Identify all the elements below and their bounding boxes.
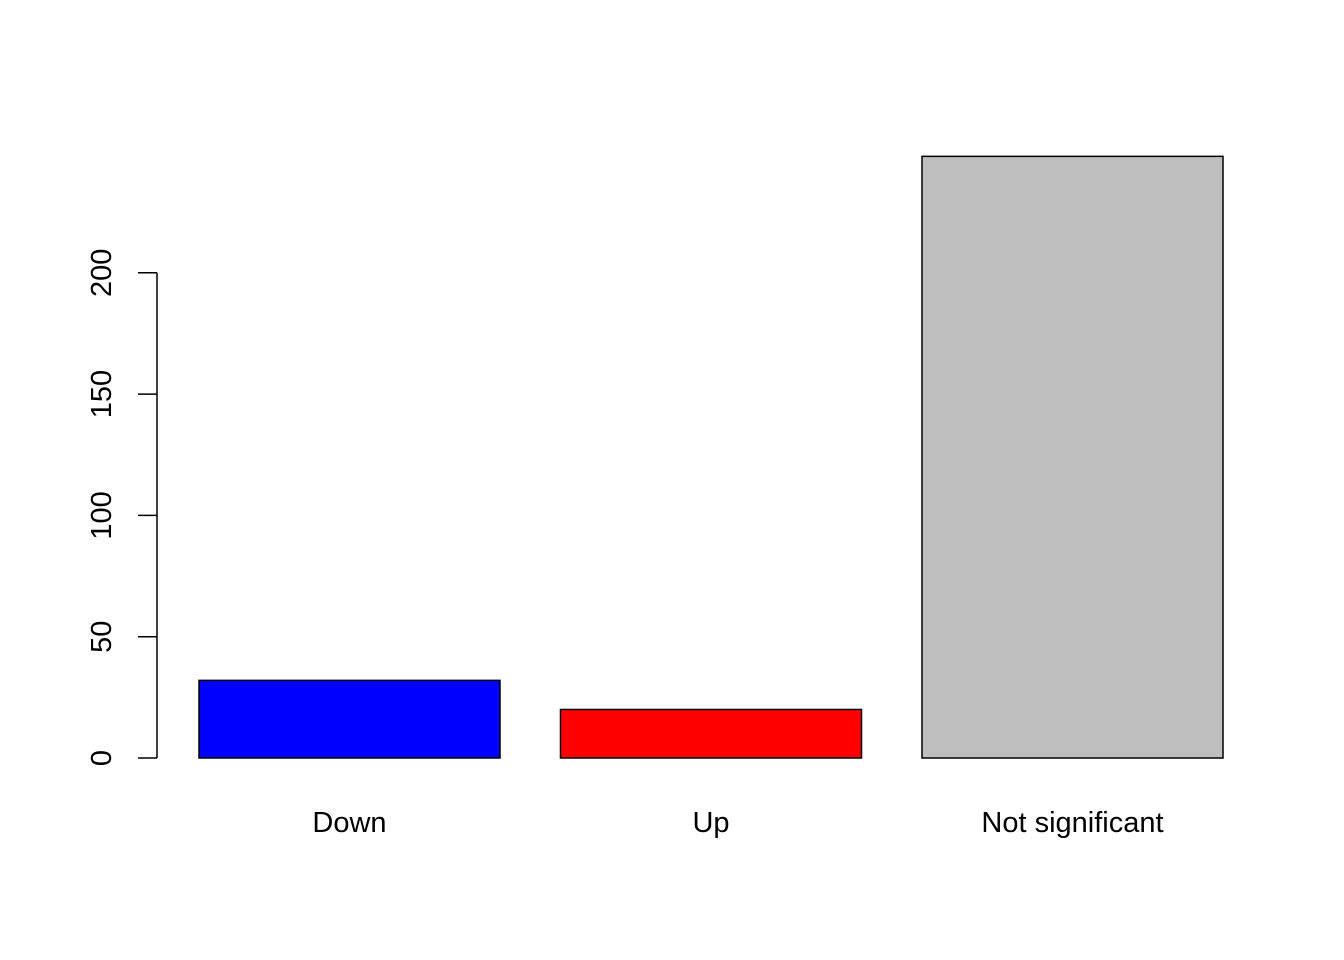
x-category-label: Not significant [981, 807, 1163, 839]
bars-group [198, 155, 1224, 759]
bar-down [198, 679, 501, 759]
bar-up [559, 708, 863, 759]
y-axis: 0 50 100 150 200 [86, 249, 158, 766]
y-tick-label: 0 [86, 750, 118, 766]
bar-not-significant [921, 155, 1224, 759]
x-axis-labels: Down Up Not significant [312, 807, 1163, 839]
x-category-label: Up [692, 807, 729, 839]
y-tick-label: 50 [86, 621, 118, 653]
y-tick-label: 100 [86, 491, 118, 539]
y-tick-label: 200 [86, 249, 118, 297]
x-category-label: Down [312, 807, 386, 839]
y-tick-label: 150 [86, 370, 118, 418]
